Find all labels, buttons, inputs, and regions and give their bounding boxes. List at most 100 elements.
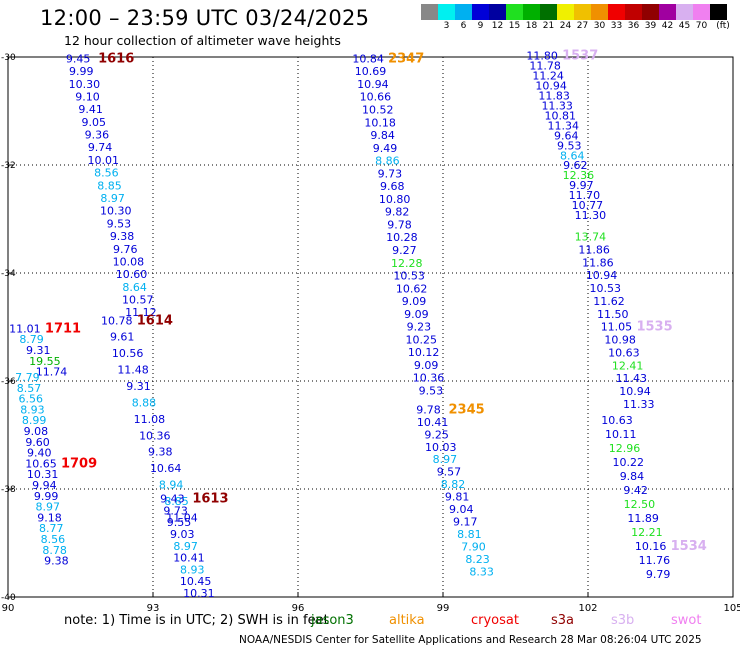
wave-height-value: 11.33 [623,398,655,411]
wave-height-value: 8.99 [22,414,47,427]
color-swatch [472,4,489,20]
y-tick-label: -36 [1,377,16,387]
wave-height-value: 9.53 [419,385,444,398]
footnote: note: 1) Time is in UTC; 2) SWH is in fe… [64,613,329,628]
wave-height-value: 10.77 [572,199,604,212]
wave-height-value: 11.05 [601,321,633,334]
wave-height-value: 9.99 [34,490,59,503]
color-scale-label: 24 [559,21,572,31]
wave-height-value: 10.30 [69,78,101,91]
wave-height-value: 9.68 [380,180,405,193]
wave-height-value: 9.79 [646,568,671,581]
color-swatch [659,4,676,20]
color-scale-label: 27 [576,21,589,31]
satellite-legend-altika: altika [389,613,425,628]
color-scale-label: 12 [491,21,504,31]
wave-height-value: 8.64 [122,281,147,294]
wave-height-value: 9.61 [110,331,135,344]
wave-height-value: 12.41 [612,359,644,372]
wave-height-value: 9.53 [107,217,132,230]
color-scale-label: 21 [542,21,555,31]
color-scale-label: 70 [695,21,708,31]
wave-height-value: 9.57 [437,466,462,479]
wave-height-value: 10.60 [116,268,148,281]
color-scale-label: 15 [508,21,521,31]
wave-height-value: 11.12 [125,306,157,319]
wave-height-value: 12.21 [631,526,663,539]
wave-height-value: 11.74 [36,366,68,379]
satellite-legend-swot: swot [671,613,702,628]
wave-height-value: 8.85 [164,495,189,508]
wave-height-value: 7.79 [15,371,40,384]
wave-height-value: 9.05 [82,116,107,129]
wave-height-value: 9.31 [126,380,151,393]
wave-height-value: 11.34 [547,119,579,132]
wave-height-value: 9.97 [569,179,594,192]
wave-height-value: 12.28 [391,257,423,270]
wave-height-value: 8.94 [159,479,184,492]
wave-height-value: 8.97 [100,192,125,205]
wave-height-value: 11.08 [134,413,166,426]
wave-height-value: 8.56 [94,167,119,180]
wave-height-value: 9.84 [620,470,645,483]
track-time-label: 2345 [449,402,485,417]
wave-height-value: 9.74 [88,141,113,154]
wave-height-value: 9.17 [453,516,478,529]
wave-height-value: 10.98 [604,334,636,347]
wave-height-value: 10.69 [355,65,387,78]
wave-height-value: 9.60 [25,436,50,449]
wave-height-value: 9.08 [24,425,49,438]
wave-height-value: 10.01 [87,154,119,167]
wave-height-value: 9.09 [402,295,427,308]
wave-height-value: 10.11 [605,428,637,441]
wave-height-value: 10.22 [612,456,644,469]
wave-height-value: 9.10 [75,90,100,103]
track-time-label: 1537 [562,49,598,64]
wave-height-value: 9.82 [385,206,410,219]
track-time-label: 1535 [636,320,672,335]
wave-height-value: 10.41 [173,552,205,565]
wave-height-value: 9.43 [160,493,185,506]
wave-height-value: 11.01 [9,322,41,335]
wave-height-value: 13.74 [575,231,607,244]
wave-height-value: 8.33 [469,565,494,578]
wave-height-value: 10.25 [406,333,438,346]
color-scale-label: 33 [610,21,623,31]
wave-height-value: 10.81 [544,109,576,122]
color-swatch [455,4,472,20]
satellite-legend-s3a: s3a [551,613,575,628]
chart-subtitle: 12 hour collection of altimeter wave hei… [64,33,341,48]
wave-height-value: 9.45 [66,52,91,65]
wave-height-value: 9.73 [163,504,188,517]
wave-height-value: 11.04 [166,511,198,524]
color-swatch [676,4,693,20]
wave-height-value: 10.94 [586,269,618,282]
wave-height-value: 10.30 [100,205,132,218]
wave-height-value: 10.41 [417,416,449,429]
wave-height-value: 9.78 [416,403,441,416]
wave-height-value: 10.94 [535,80,567,93]
wave-height-value: 9.38 [44,555,69,568]
y-tick-label: -32 [1,161,16,171]
wave-height-value: 10.66 [360,91,392,104]
wave-height-value: 10.31 [183,587,215,600]
wave-height-value: 11.50 [597,308,629,321]
color-swatch [693,4,710,20]
wave-height-value: 7.90 [461,540,486,553]
wave-height-value: 8.97 [36,501,61,514]
wave-height-value: 9.78 [387,218,412,231]
wave-height-value: 9.55 [167,516,192,529]
color-swatch [710,4,727,20]
wave-height-value: 11.86 [582,256,614,269]
color-swatch [608,4,625,20]
wave-height-value: 10.62 [396,282,428,295]
wave-height-value: 9.49 [373,142,398,155]
wave-height-value: 10.36 [413,372,445,385]
wave-height-value: 10.52 [362,103,394,116]
wave-height-value: 11.76 [639,554,671,567]
wave-height-value: 9.27 [392,244,417,257]
wave-height-value: 9.64 [554,129,579,142]
y-tick-label: -40 [1,593,16,603]
color-swatch [438,4,455,20]
wave-height-value: 10.31 [27,468,59,481]
